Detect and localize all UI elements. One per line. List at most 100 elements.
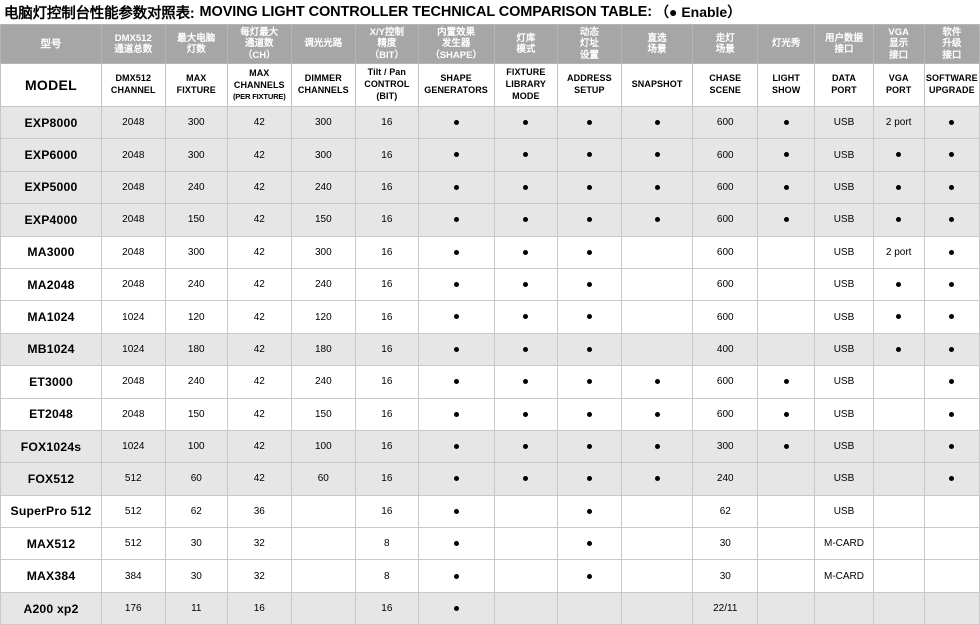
cell-text: 120 bbox=[314, 311, 332, 323]
cell-text: 42 bbox=[253, 279, 265, 291]
header-en-snapshot: SNAPSHOT bbox=[620, 63, 694, 107]
enable-dot-icon bbox=[557, 300, 622, 334]
header-en-fixture-library: FIXTURE LIBRARY MODE bbox=[493, 63, 559, 107]
cell-text: 240 bbox=[314, 279, 332, 291]
enable-dot-icon bbox=[620, 462, 694, 496]
cell-model: ET3000 bbox=[0, 365, 103, 399]
dot-icon bbox=[453, 541, 459, 547]
cell-value bbox=[872, 462, 925, 496]
cell-value: 240 bbox=[692, 462, 759, 496]
dot-icon bbox=[896, 314, 902, 320]
cell-text: 240 bbox=[716, 473, 734, 485]
cell-value: 16 bbox=[355, 170, 419, 205]
cell-value: 30 bbox=[692, 527, 759, 561]
cell-value: 600 bbox=[692, 235, 759, 269]
cell-value bbox=[620, 527, 694, 561]
enable-dot-icon bbox=[493, 105, 559, 140]
cell-text: 512 bbox=[124, 538, 142, 550]
cell-value bbox=[872, 397, 925, 431]
cell-text: 100 bbox=[314, 441, 332, 453]
cell-model: MA1024 bbox=[0, 300, 103, 334]
enable-dot-icon bbox=[872, 332, 925, 367]
dot-icon bbox=[523, 152, 529, 158]
enable-dot-icon bbox=[417, 397, 495, 431]
header-cn-address-setup: 动态 灯址 设置 bbox=[557, 24, 622, 64]
cell-value: 60 bbox=[164, 462, 229, 496]
cell-value: 30 bbox=[164, 559, 229, 593]
enable-dot-icon bbox=[493, 170, 559, 205]
cell-text: 300 bbox=[187, 117, 205, 129]
dot-icon bbox=[453, 443, 459, 449]
enable-legend: （● Enable） bbox=[654, 4, 742, 20]
enable-dot-icon bbox=[557, 559, 622, 593]
cell-value: 42 bbox=[227, 397, 292, 431]
cell-text: 600 bbox=[716, 311, 734, 323]
dot-icon bbox=[949, 249, 955, 255]
cell-value: 1024 bbox=[101, 429, 166, 464]
cell-value: USB bbox=[814, 462, 874, 496]
dot-icon bbox=[654, 217, 660, 223]
cell-value: 600 bbox=[692, 365, 759, 399]
cell-text: 600 bbox=[716, 149, 734, 161]
dot-icon bbox=[453, 476, 459, 482]
cell-text: 42 bbox=[253, 214, 265, 226]
cell-text: 240 bbox=[314, 181, 332, 193]
cell-value: USB bbox=[814, 494, 874, 529]
header-en-dimmer-channels: DIMMER CHANNELS bbox=[290, 63, 357, 107]
cell-value: 180 bbox=[164, 332, 229, 367]
enable-dot-icon bbox=[417, 462, 495, 496]
enable-dot-icon bbox=[757, 397, 816, 431]
cell-text: 16 bbox=[381, 505, 393, 517]
table-row: MAX512 512 30 32 8 30 M-CARD bbox=[0, 527, 980, 561]
cell-value: 30 bbox=[164, 527, 229, 561]
cell-value bbox=[620, 300, 694, 334]
enable-dot-icon bbox=[493, 203, 559, 237]
dot-icon bbox=[654, 152, 660, 158]
spec-table: 型号 DMX512 通道总数 最大电脑 灯数 每灯最大 通道数 （CH） 调光光路 X/… bbox=[0, 24, 980, 625]
enable-dot-icon bbox=[557, 462, 622, 496]
cell-model: SuperPro 512 bbox=[0, 494, 103, 529]
cell-value: 42 bbox=[227, 138, 292, 172]
cell-value: 1024 bbox=[101, 332, 166, 367]
cell-text: 42 bbox=[253, 246, 265, 258]
cell-model: EXP5000 bbox=[0, 170, 103, 205]
dot-icon bbox=[783, 411, 789, 417]
cell-value: 16 bbox=[355, 365, 419, 399]
dot-icon bbox=[523, 282, 529, 287]
dot-icon bbox=[523, 184, 529, 190]
cell-text: 16 bbox=[381, 343, 393, 355]
dot-icon bbox=[453, 508, 459, 514]
dot-icon bbox=[654, 379, 660, 385]
cell-value: 300 bbox=[164, 105, 229, 140]
enable-dot-icon bbox=[757, 365, 816, 399]
dot-icon bbox=[453, 314, 459, 320]
dot-icon bbox=[586, 120, 592, 126]
cell-text: 2048 bbox=[122, 279, 145, 291]
enable-dot-icon bbox=[923, 365, 980, 399]
enable-dot-icon bbox=[620, 203, 694, 237]
enable-dot-icon bbox=[923, 235, 980, 269]
cell-text: 42 bbox=[253, 408, 265, 420]
cell-text: 2048 bbox=[122, 376, 145, 388]
table-row: SuperPro 512 512 62 36 16 62 USB bbox=[0, 494, 980, 529]
cell-value bbox=[757, 267, 816, 302]
cell-value: 600 bbox=[692, 203, 759, 237]
dot-icon bbox=[783, 443, 789, 449]
dot-icon bbox=[586, 541, 592, 547]
cell-value bbox=[620, 267, 694, 302]
cell-value bbox=[757, 332, 816, 367]
cell-value: 62 bbox=[692, 494, 759, 529]
enable-dot-icon bbox=[872, 203, 925, 237]
dot-icon bbox=[586, 314, 592, 320]
cell-value: 120 bbox=[290, 300, 357, 334]
dot-icon bbox=[896, 346, 902, 352]
cell-text: 16 bbox=[381, 117, 393, 129]
enable-dot-icon bbox=[923, 300, 980, 334]
cell-text: 8 bbox=[384, 538, 390, 550]
cell-text: 32 bbox=[253, 538, 265, 550]
dot-icon bbox=[783, 152, 789, 158]
cell-value: 16 bbox=[355, 462, 419, 496]
cell-value bbox=[493, 494, 559, 529]
cell-text: 30 bbox=[719, 538, 731, 550]
enable-dot-icon bbox=[923, 105, 980, 140]
